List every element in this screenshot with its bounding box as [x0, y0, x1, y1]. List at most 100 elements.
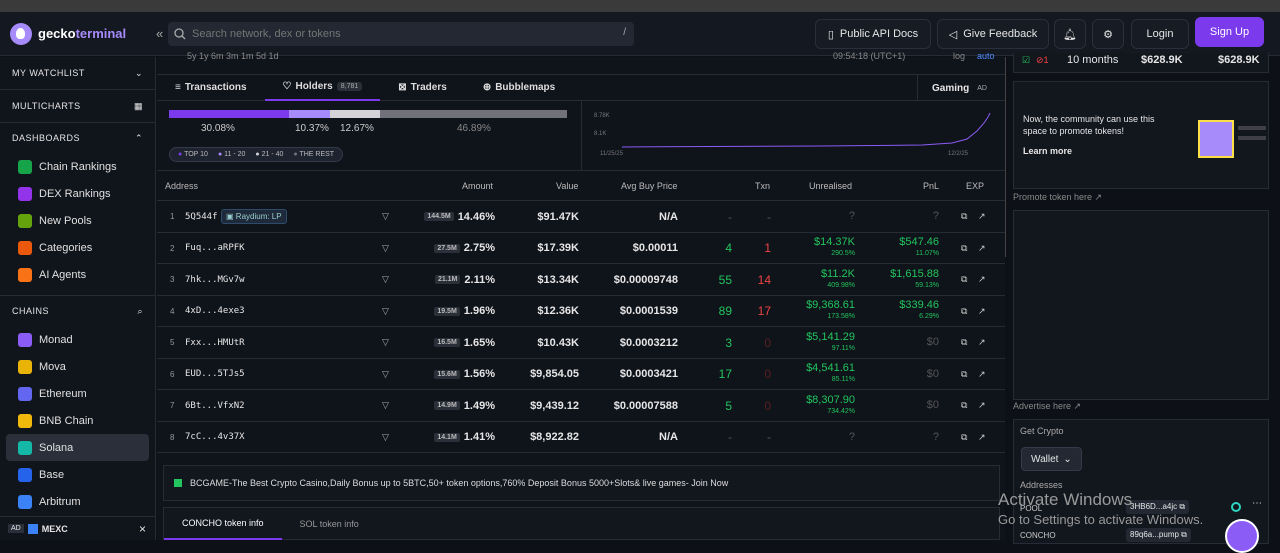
close-icon[interactable]: × [138, 521, 146, 536]
copy-icon[interactable]: ⧉ [961, 368, 968, 379]
get-crypto-card: Get Crypto Wallet ⌄ Addresses POOL 3HB6D.… [1013, 419, 1269, 544]
signup-button[interactable]: Sign Up [1195, 17, 1264, 47]
gaming-ad[interactable]: Gaming AD [917, 75, 987, 101]
filter-icon[interactable]: ▽ [382, 305, 389, 316]
wallet-dropdown[interactable]: Wallet ⌄ [1021, 447, 1082, 471]
col-amount[interactable]: Amount [462, 180, 494, 191]
addresses-label: Addresses [1020, 480, 1063, 490]
api-docs-button[interactable]: ▯ Public API Docs [815, 19, 931, 49]
tab-transactions[interactable]: ≡ Transactions [157, 75, 265, 101]
sidebar-item-dex-rankings[interactable]: DEX Rankings [6, 180, 149, 207]
external-link-icon[interactable]: ↗ [978, 368, 986, 379]
external-link-icon[interactable]: ↗ [978, 211, 986, 221]
holder-address[interactable]: 6Bt...VfxN2 [185, 400, 245, 411]
collapse-sidebar-icon[interactable]: « [156, 26, 164, 41]
external-link-icon[interactable]: ↗ [978, 337, 986, 347]
sidebar-item-new-pools[interactable]: New Pools [6, 207, 149, 234]
table-row[interactable]: 3 7hk...MGv7w ▽ 21.1M 2.11% $13.34K $0.0000974… [157, 264, 1005, 296]
learn-more-link[interactable]: Learn more [1023, 146, 1073, 156]
explorer-icon[interactable] [1231, 502, 1241, 512]
holder-address[interactable]: 7cC...4v37X [185, 432, 245, 442]
amount-pct: 1.41% [463, 431, 495, 443]
concho-address-text: 89q6a...pump [1130, 530, 1179, 539]
sidebar-item-chain-rankings[interactable]: Chain Rankings [6, 153, 149, 180]
sidebar-item-ethereum[interactable]: Ethereum [6, 380, 149, 407]
holder-address[interactable]: Fxx...HMUtR [185, 337, 245, 348]
external-link-icon[interactable]: ↗ [978, 305, 986, 316]
chat-bubble-icon[interactable] [1225, 519, 1259, 553]
tab-holders[interactable]: ♡ Holders 8,781 [264, 75, 381, 101]
search-icon[interactable]: ⌕ [137, 305, 143, 316]
notifications-button[interactable]: 🔔︎ [1054, 19, 1086, 49]
concho-address[interactable]: 89q6a...pump ⧉ [1126, 528, 1191, 542]
col-value[interactable]: Value [556, 180, 579, 191]
holder-address[interactable]: EUD...5TJs5 [185, 369, 245, 379]
tab-traders[interactable]: ⊠ Traders [380, 75, 465, 101]
sidebar-item-mova[interactable]: Mova [6, 353, 149, 380]
table-row[interactable]: 7 6Bt...VfxN2 ▽ 14.9M 1.49% $9,439.12 $0.00007… [157, 390, 1005, 422]
sidebar-item-ai-agents[interactable]: AI Agents [6, 261, 149, 288]
copy-icon[interactable]: ⧉ [961, 305, 968, 316]
logo[interactable]: geckoterminal [10, 22, 156, 45]
copy-icon[interactable]: ⧉ [961, 274, 968, 284]
col-txn[interactable]: Txn [755, 180, 771, 191]
table-row[interactable]: 1 5Q544f ▣ Raydium: LP ▽ 144.5M 14.46% $91.47K… [157, 201, 1005, 233]
sidebar-item-arbitrum[interactable]: Arbitrum [6, 488, 149, 515]
external-link-icon[interactable]: ↗ [978, 400, 986, 410]
time-range-options[interactable]: 5y 1y 6m 3m 1m 5d 1d [187, 51, 279, 61]
sidebar-item-base[interactable]: Base [6, 461, 149, 488]
external-link-icon[interactable]: ↗ [978, 431, 986, 442]
auto-toggle[interactable]: auto [977, 51, 995, 61]
table-row[interactable]: 4 4xD...4exe3 ▽ 19.5M 1.96% $12.36K $0.0001539… [157, 296, 1005, 327]
col-unrealised[interactable]: Unrealised [809, 180, 853, 191]
filter-icon[interactable]: ▽ [382, 337, 389, 347]
holder-address[interactable]: 5Q544f [185, 211, 218, 222]
holder-address[interactable]: Fuq...aRPFK [185, 243, 245, 253]
copy-icon[interactable]: ⧉ [961, 242, 968, 253]
mova-icon [18, 359, 32, 374]
feedback-button[interactable]: ◁ Give Feedback [937, 19, 1049, 49]
dashboards-section[interactable]: DASHBOARDS ⌃ [0, 123, 155, 153]
holder-address[interactable]: 4xD...4exe3 [185, 306, 245, 316]
filter-icon[interactable]: ▽ [382, 211, 389, 221]
login-button[interactable]: Login [1131, 19, 1189, 49]
table-row[interactable]: 8 7cC...4v37X ▽ 14.1M 1.41% $8,922.82 N/A - -?? ⧉… [157, 422, 1005, 453]
copy-icon[interactable]: ⧉ [961, 337, 968, 347]
watchlist-section[interactable]: MY WATCHLIST ⌄ [0, 57, 155, 90]
tab-sol-info[interactable]: SOL token info [299, 518, 359, 529]
more-icon[interactable]: ⋯ [1252, 498, 1262, 509]
multicharts-section[interactable]: MULTICHARTS ▦ [0, 90, 155, 123]
filter-icon[interactable]: ▽ [382, 400, 389, 410]
copy-icon[interactable]: ⧉ [961, 400, 968, 410]
table-row[interactable]: 2 Fuq...aRPFK ▽ 27.5M 2.75% $17.39K $0.00011 4 1… [157, 233, 1005, 264]
external-link-icon[interactable]: ↗ [978, 274, 986, 284]
search-bar[interactable]: / [168, 22, 634, 46]
promote-token-link[interactable]: Promote token here ↗ [1013, 192, 1103, 202]
promo-banner[interactable]: BCGAME-The Best Crypto Casino,Daily Bonu… [163, 465, 1000, 501]
pool-address[interactable]: 3HB6D...a4jc ⧉ [1126, 500, 1190, 514]
filter-icon[interactable]: ▽ [382, 242, 389, 253]
copy-icon[interactable]: ⧉ [961, 211, 968, 221]
copy-icon[interactable]: ⧉ [961, 431, 968, 442]
holder-address[interactable]: 7hk...MGv7w [185, 274, 245, 285]
table-row[interactable]: 5 Fxx...HMUtR ▽ 16.5M 1.65% $10.43K $0.0003212… [157, 327, 1005, 359]
log-toggle[interactable]: log [953, 51, 966, 61]
filter-icon[interactable]: ▽ [382, 368, 389, 379]
sidebar-item-bnb-chain[interactable]: BNB Chain [6, 407, 149, 434]
col-pnl[interactable]: PnL [923, 180, 940, 191]
advertise-link[interactable]: Advertise here ↗ [1013, 401, 1082, 411]
col-address: Address [165, 180, 199, 191]
tab-bubblemaps[interactable]: ⊕ Bubblemaps [465, 75, 573, 101]
sidebar-item-categories[interactable]: Categories [6, 234, 149, 261]
sidebar-item-solana[interactable]: Solana [6, 434, 149, 461]
filter-icon[interactable]: ▽ [382, 431, 389, 442]
col-avg-buy[interactable]: Avg Buy Price [621, 180, 678, 191]
filter-icon[interactable]: ▽ [382, 274, 389, 284]
sidebar-item-monad[interactable]: Monad [6, 326, 149, 353]
settings-button[interactable]: ⚙ [1092, 19, 1124, 49]
tab-concho-info[interactable]: CONCHO token info [164, 507, 282, 540]
external-link-icon[interactable]: ↗ [978, 242, 986, 253]
table-row[interactable]: 6 EUD...5TJs5 ▽ 15.6M 1.56% $9,854.05 $0.00034… [157, 359, 1005, 390]
sidebar-ad[interactable]: AD MEXC × [0, 516, 156, 540]
search-input[interactable] [192, 28, 612, 40]
